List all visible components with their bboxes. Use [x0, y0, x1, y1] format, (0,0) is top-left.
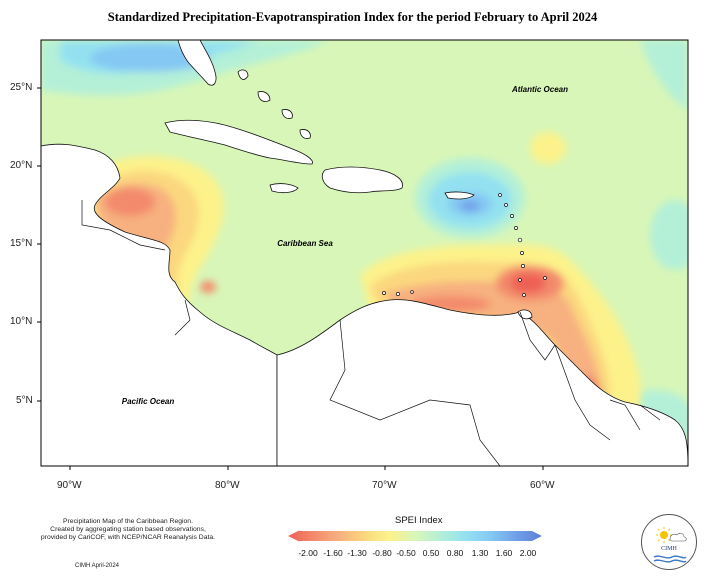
land-bahamas-3: [281, 109, 293, 119]
map-credit: CIMH April-2024: [75, 563, 120, 569]
label-caribbean-sea: Caribbean Sea: [277, 239, 333, 248]
legend-colorbar: [288, 531, 542, 541]
land-bahamas-1: [237, 69, 249, 80]
legend-tick: 2.00: [519, 548, 537, 558]
legend-tick: 1.30: [471, 548, 489, 558]
map-frame: [40, 39, 689, 467]
lon-label-70w: 70°W: [372, 480, 397, 491]
lat-label-25n: 25°N: [10, 82, 33, 93]
legend-tick: -1.60: [323, 548, 343, 558]
lat-label-15n: 15°N: [10, 238, 33, 249]
land-cuba: [164, 119, 313, 165]
legend-tick: -1.30: [347, 548, 367, 558]
legend-tick: 0.50: [422, 548, 440, 558]
legend-tick: 0.80: [446, 548, 464, 558]
wet-region-north: [41, 40, 688, 110]
land-south-america: [276, 299, 688, 466]
dry-region-central-america: [80, 156, 224, 305]
legend-title: SPEI Index: [395, 515, 443, 526]
lon-label-80w: 80°W: [215, 480, 240, 491]
footnote-line: provided by CariCOF, with NCEP/NCAR Rean…: [40, 534, 216, 541]
lesser-antilles: [382, 193, 547, 297]
label-pacific-ocean: Pacific Ocean: [122, 397, 175, 406]
footnote-line: Created by aggregating station based obs…: [50, 526, 206, 533]
wet-region-puerto-rico: [415, 158, 525, 238]
legend-tick-labels: -2.00 -1.60 -1.30 -0.80 -0.50 0.50 0.80 …: [0, 548, 705, 560]
lon-label-90w: 90°W: [57, 480, 82, 491]
land-jamaica: [269, 183, 299, 194]
lat-label-10n: 10°N: [10, 316, 33, 327]
legend-tick: -0.80: [372, 548, 392, 558]
map-title: Standardized Precipitation-Evapotranspir…: [107, 10, 598, 24]
land-florida: [177, 40, 217, 86]
lat-label-20n: 20°N: [10, 160, 33, 171]
footnote-line: Precipitation Map of the Caribbean Regio…: [63, 518, 193, 525]
label-atlantic-ocean: Atlantic Ocean: [511, 85, 568, 94]
land-bahamas-2: [257, 91, 271, 102]
legend-tick: -0.50: [396, 548, 416, 558]
land-hispaniola: [321, 166, 403, 194]
land-central-america: [41, 143, 278, 466]
lon-label-60w: 60°W: [530, 480, 555, 491]
coastlines: [41, 40, 688, 466]
map-footnote: Precipitation Map of the Caribbean Regio…: [18, 518, 238, 542]
sun-cloud-icon: [653, 527, 687, 563]
lat-label-5n: 5°N: [16, 395, 33, 406]
legend-tick: -2.00: [298, 548, 318, 558]
country-borders: [81, 200, 661, 466]
land-puerto-rico: [444, 191, 475, 200]
axis-ticks: [37, 87, 544, 470]
legend-tick: 1.60: [495, 548, 513, 558]
spei-field: [41, 40, 688, 466]
logo-text: CIMH: [661, 546, 677, 552]
cimh-logo: CIMH: [641, 514, 697, 570]
land-bahamas-4: [299, 129, 311, 139]
